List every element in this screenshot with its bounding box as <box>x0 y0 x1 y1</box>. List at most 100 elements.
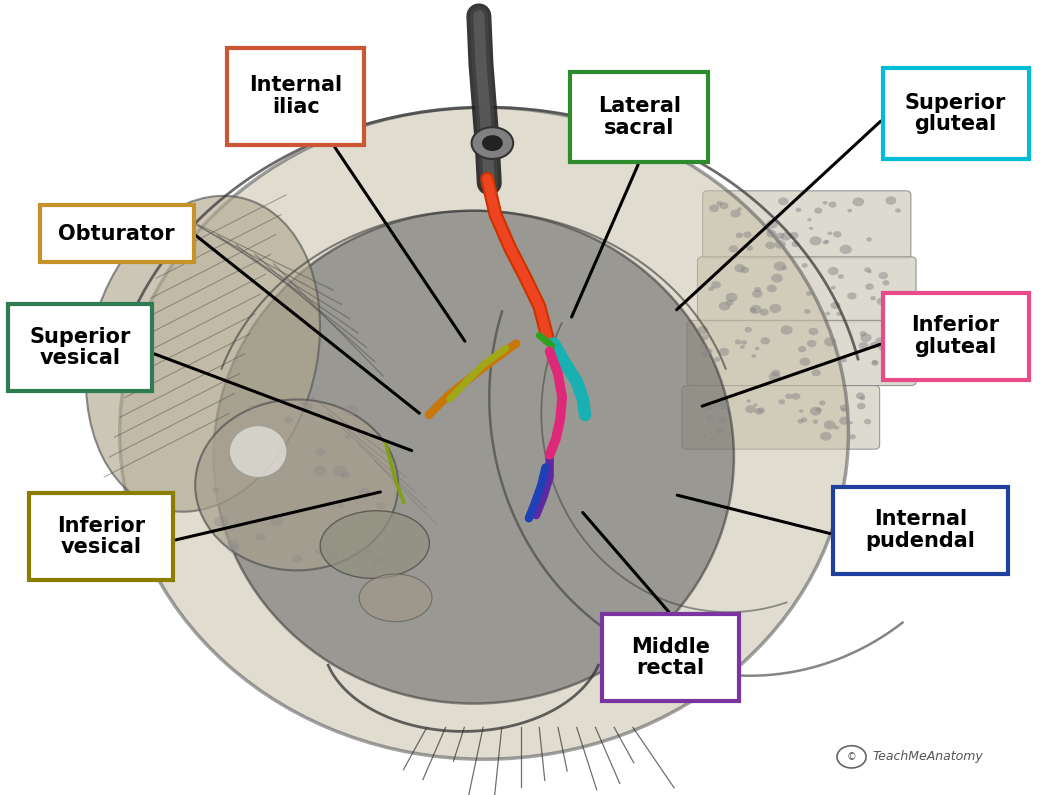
Circle shape <box>228 545 239 553</box>
Circle shape <box>768 372 781 382</box>
Circle shape <box>726 300 734 306</box>
Circle shape <box>715 426 725 432</box>
Circle shape <box>359 488 371 497</box>
Circle shape <box>875 337 885 345</box>
Ellipse shape <box>359 574 432 622</box>
Circle shape <box>743 231 752 238</box>
Circle shape <box>836 312 842 316</box>
Circle shape <box>847 209 853 212</box>
Ellipse shape <box>213 211 734 704</box>
Circle shape <box>746 246 754 250</box>
FancyBboxPatch shape <box>883 68 1029 159</box>
Circle shape <box>704 348 712 355</box>
Circle shape <box>248 405 254 410</box>
Text: Inferior
vesical: Inferior vesical <box>57 516 145 557</box>
Circle shape <box>826 312 831 316</box>
Circle shape <box>757 408 765 413</box>
Circle shape <box>856 393 865 399</box>
Circle shape <box>799 409 804 413</box>
Circle shape <box>472 127 513 159</box>
Circle shape <box>750 305 762 314</box>
Circle shape <box>752 290 762 298</box>
Circle shape <box>879 272 888 279</box>
Text: Internal
pudendal: Internal pudendal <box>865 510 975 551</box>
Circle shape <box>701 351 709 358</box>
Circle shape <box>284 417 293 424</box>
Circle shape <box>718 348 729 356</box>
Circle shape <box>718 301 731 311</box>
Circle shape <box>828 231 832 235</box>
Circle shape <box>899 367 908 374</box>
Circle shape <box>848 421 853 425</box>
Circle shape <box>870 342 879 349</box>
Ellipse shape <box>120 107 848 759</box>
Circle shape <box>718 401 729 409</box>
Circle shape <box>809 227 813 230</box>
Circle shape <box>711 437 715 440</box>
FancyBboxPatch shape <box>227 48 364 145</box>
Circle shape <box>831 285 836 289</box>
Circle shape <box>746 399 751 402</box>
Circle shape <box>799 358 810 366</box>
Text: Superior
gluteal: Superior gluteal <box>905 93 1007 134</box>
Circle shape <box>797 419 804 424</box>
Circle shape <box>767 285 777 293</box>
Circle shape <box>859 342 868 350</box>
Circle shape <box>804 309 811 314</box>
Circle shape <box>372 556 385 567</box>
Circle shape <box>884 349 892 355</box>
Circle shape <box>719 202 729 209</box>
Text: ©: © <box>846 752 857 762</box>
Circle shape <box>883 280 889 285</box>
Circle shape <box>849 434 856 440</box>
Circle shape <box>345 405 358 416</box>
Circle shape <box>789 232 798 239</box>
Text: Superior
vesical: Superior vesical <box>29 327 131 368</box>
Circle shape <box>765 242 776 249</box>
Circle shape <box>822 240 828 244</box>
Circle shape <box>212 487 219 493</box>
Circle shape <box>887 326 899 335</box>
Ellipse shape <box>229 426 287 477</box>
FancyBboxPatch shape <box>682 386 880 449</box>
FancyBboxPatch shape <box>833 487 1008 574</box>
Circle shape <box>813 420 818 424</box>
Circle shape <box>726 293 738 302</box>
Circle shape <box>831 301 840 309</box>
Text: Inferior
gluteal: Inferior gluteal <box>912 316 999 357</box>
Circle shape <box>885 301 890 304</box>
Ellipse shape <box>86 196 320 512</box>
Circle shape <box>791 393 801 400</box>
Circle shape <box>801 417 808 422</box>
Circle shape <box>729 245 738 253</box>
Circle shape <box>860 331 867 336</box>
Circle shape <box>779 399 785 405</box>
Ellipse shape <box>321 510 429 579</box>
FancyBboxPatch shape <box>40 205 194 262</box>
Circle shape <box>810 407 821 416</box>
Circle shape <box>255 533 265 541</box>
Circle shape <box>776 233 784 239</box>
Circle shape <box>785 394 792 399</box>
Circle shape <box>300 400 306 405</box>
Circle shape <box>755 408 763 414</box>
Circle shape <box>714 357 720 362</box>
Circle shape <box>302 402 312 411</box>
Circle shape <box>708 286 714 291</box>
Circle shape <box>740 267 750 273</box>
Text: Lateral
sacral: Lateral sacral <box>598 96 681 138</box>
Circle shape <box>795 207 802 212</box>
Circle shape <box>814 207 822 214</box>
Circle shape <box>812 370 820 376</box>
Circle shape <box>860 333 871 342</box>
Circle shape <box>313 466 327 476</box>
FancyBboxPatch shape <box>570 72 708 162</box>
Circle shape <box>829 201 837 207</box>
Circle shape <box>707 407 711 410</box>
Circle shape <box>745 405 756 413</box>
Circle shape <box>886 196 896 204</box>
FancyBboxPatch shape <box>703 191 911 258</box>
Circle shape <box>744 327 752 332</box>
Circle shape <box>737 207 742 211</box>
Circle shape <box>807 339 816 347</box>
